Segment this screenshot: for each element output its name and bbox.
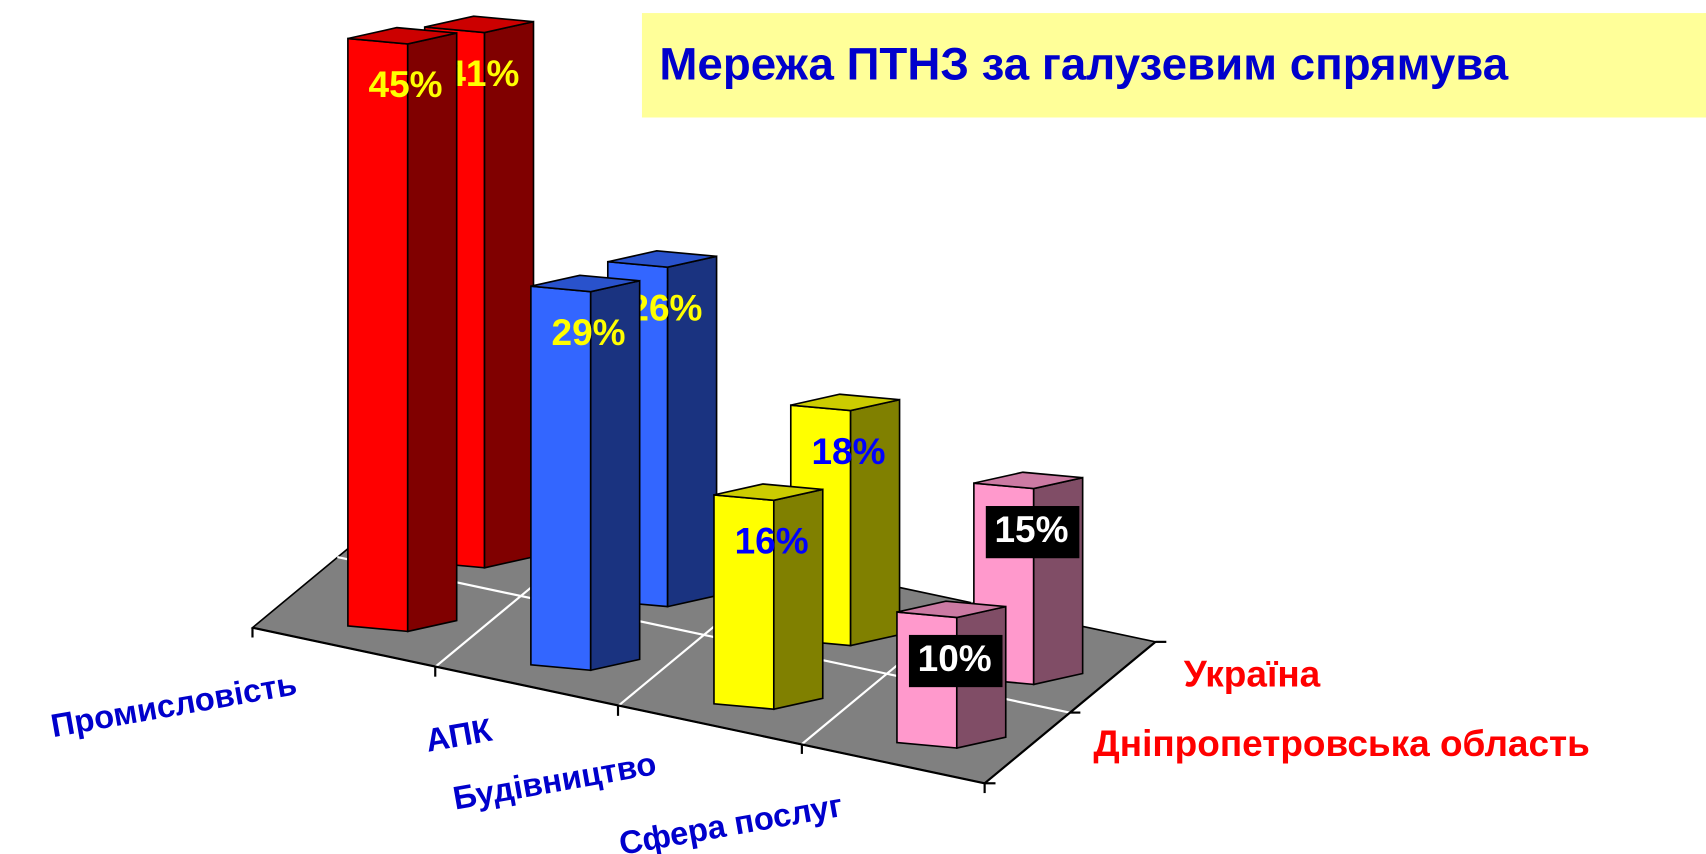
data-label-bg [908, 634, 1003, 688]
bar-top [347, 26, 457, 45]
data-label-bg [985, 506, 1080, 559]
data-label: 15% [994, 509, 1068, 550]
bar-top [530, 274, 640, 293]
data-label: 18% [811, 431, 885, 472]
data-label: 16% [735, 521, 809, 562]
series-label: Україна [1184, 653, 1321, 694]
series-label: Дніпропетровська область [1093, 723, 1589, 764]
bar-top [713, 483, 823, 502]
bar-top [424, 15, 534, 34]
bar-top [973, 471, 1083, 490]
bar-top [790, 393, 900, 412]
bar-side [483, 20, 535, 569]
data-label: 29% [552, 312, 626, 353]
x-tick-label: Будівництво [450, 744, 659, 816]
axis [251, 626, 1167, 794]
bar-top [896, 600, 1006, 619]
x-tick-label: Промисловість [48, 664, 299, 744]
data-label: 10% [918, 638, 992, 679]
bar-top [607, 250, 717, 269]
chart-title: Мережа ПТНЗ за галузевим спрямува [659, 39, 1508, 90]
data-label: 45% [369, 64, 443, 105]
data-label: 41% [445, 53, 519, 94]
x-tick-label: АПК [423, 711, 495, 759]
x-tick-label: Сфера послуг [616, 786, 845, 854]
bar-side [406, 32, 458, 633]
bar [347, 26, 458, 633]
bar [530, 274, 641, 672]
bar [713, 483, 824, 711]
title-box [641, 13, 1706, 118]
data-label: 26% [628, 287, 702, 328]
bar-front [347, 37, 409, 633]
